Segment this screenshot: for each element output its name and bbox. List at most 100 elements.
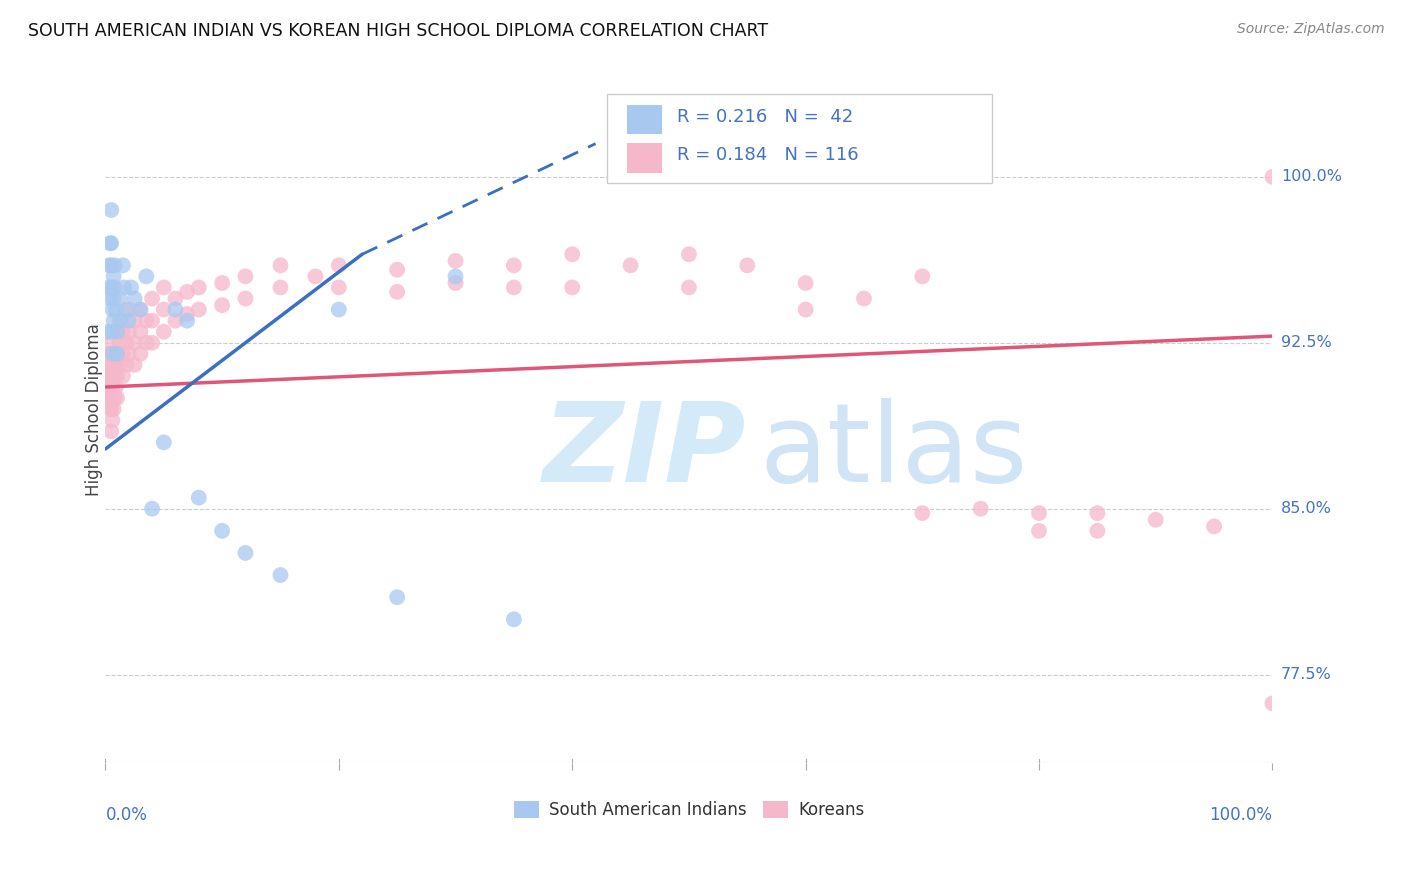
Point (98, 358, 121, 372)
Point (104, 258, 127, 272)
Point (970, 501, 993, 516)
Text: atlas: atlas (759, 398, 1028, 505)
Point (444, 253, 467, 268)
Point (794, 276, 817, 290)
Point (141, 292, 163, 306)
Point (1087, 524, 1109, 538)
Point (100, 358, 122, 372)
Bar (627, 104, 662, 135)
Point (678, 280, 700, 294)
Text: 0.0%: 0.0% (105, 805, 148, 823)
Point (911, 269, 934, 284)
Point (100, 258, 122, 272)
Point (502, 258, 524, 272)
Point (111, 258, 134, 272)
Point (794, 302, 817, 317)
Point (111, 368, 134, 383)
Point (97, 368, 120, 383)
Point (105, 325, 128, 339)
Point (152, 435, 174, 450)
Point (735, 258, 758, 272)
Point (129, 302, 152, 317)
Point (502, 612, 524, 626)
Point (118, 325, 141, 339)
Point (105, 347, 128, 361)
Text: R = 0.216   N =  42: R = 0.216 N = 42 (678, 108, 853, 126)
Point (304, 269, 326, 284)
Point (235, 546, 257, 560)
Point (115, 335, 138, 350)
Point (385, 285, 408, 299)
Point (108, 292, 131, 306)
Point (165, 292, 187, 306)
Point (385, 591, 408, 605)
Point (100, 202, 122, 217)
Point (328, 302, 350, 317)
Point (103, 380, 125, 394)
Point (187, 280, 209, 294)
Point (385, 262, 408, 277)
Point (269, 568, 291, 582)
Point (176, 285, 198, 299)
Point (105, 325, 128, 339)
Point (100, 335, 122, 350)
Point (1028, 524, 1050, 538)
Point (124, 313, 146, 327)
Point (165, 313, 187, 327)
Text: R = 0.184   N = 116: R = 0.184 N = 116 (678, 146, 859, 164)
Point (187, 302, 209, 317)
Point (115, 302, 138, 317)
Point (152, 280, 174, 294)
Point (112, 280, 135, 294)
Point (100, 380, 122, 394)
Point (328, 258, 350, 272)
Point (98, 402, 121, 417)
Point (124, 358, 146, 372)
Point (853, 292, 876, 306)
Point (165, 302, 187, 317)
Point (141, 501, 163, 516)
Point (103, 402, 125, 417)
Point (100, 402, 122, 417)
Point (97, 325, 120, 339)
Point (104, 391, 127, 405)
Point (104, 302, 127, 317)
Point (269, 280, 291, 294)
Text: 85.0%: 85.0% (1281, 501, 1331, 516)
Point (100, 280, 122, 294)
Point (561, 280, 583, 294)
Bar (627, 143, 662, 172)
Point (124, 292, 146, 306)
Text: 92.5%: 92.5% (1281, 335, 1331, 351)
Text: 100.0%: 100.0% (1209, 805, 1272, 823)
Point (104, 368, 127, 383)
FancyBboxPatch shape (607, 94, 993, 183)
Point (103, 269, 125, 284)
Point (269, 258, 291, 272)
Point (104, 358, 127, 372)
Point (129, 325, 152, 339)
Point (141, 335, 163, 350)
Point (115, 358, 138, 372)
Point (101, 413, 124, 427)
Point (678, 247, 700, 261)
Point (118, 313, 141, 327)
Point (129, 347, 152, 361)
Point (1204, 519, 1226, 533)
Point (135, 335, 157, 350)
Point (124, 335, 146, 350)
Point (129, 302, 152, 317)
Point (97, 280, 120, 294)
Point (235, 292, 257, 306)
Point (328, 280, 350, 294)
Point (211, 276, 233, 290)
Point (619, 258, 641, 272)
Point (911, 506, 934, 520)
Point (105, 347, 128, 361)
Text: 77.5%: 77.5% (1281, 667, 1331, 682)
Point (104, 347, 127, 361)
Point (97, 258, 120, 272)
Point (152, 325, 174, 339)
Point (187, 491, 209, 505)
Point (235, 269, 257, 284)
